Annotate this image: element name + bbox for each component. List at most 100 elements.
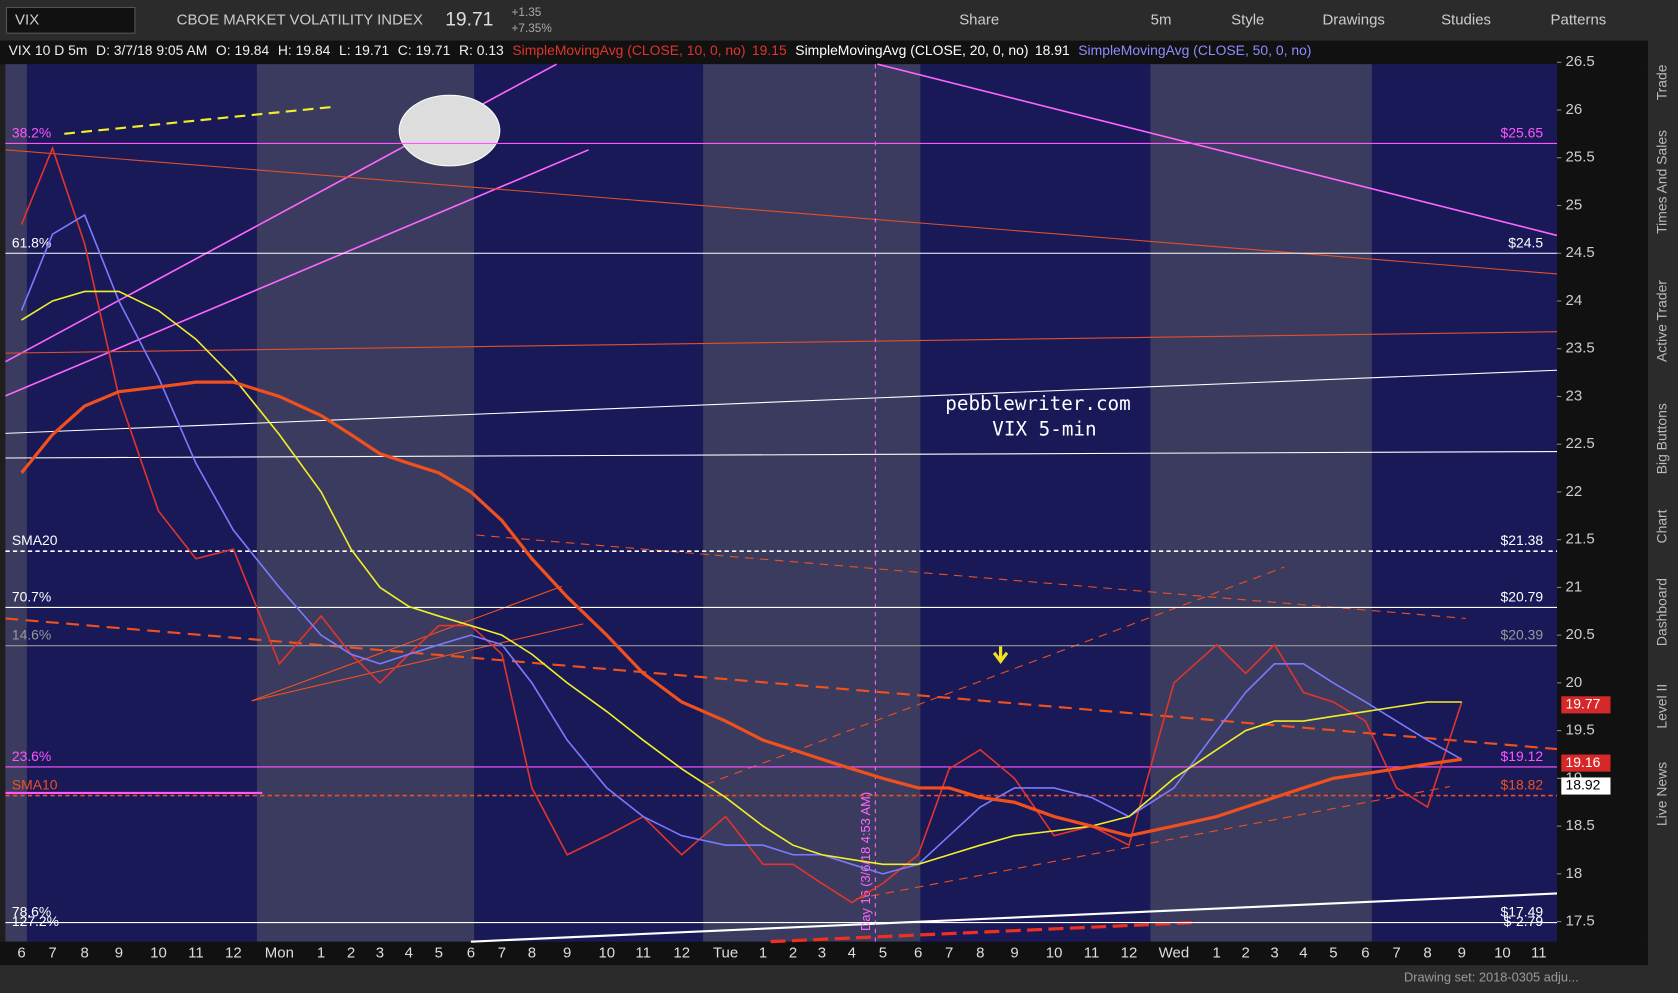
x-tick-label: 1 [1213,944,1221,961]
x-tick-label: 3 [376,944,384,961]
change-pct: +7.35% [512,22,553,35]
annotation: pebblewriter.com [945,392,1130,415]
header-chart: VIX 10 D 5m [9,42,88,58]
y-tick-label: 23 [1566,387,1583,404]
level-name: 70.7% [12,589,51,605]
sessions [5,64,1372,942]
y-tick-label: 22.5 [1566,435,1595,452]
y-tick-label: 22 [1566,483,1583,500]
x-tick-label: 8 [528,944,536,961]
study-value: 18.91 [1035,42,1070,58]
sidebar-tab[interactable]: Active Trader [1654,280,1670,362]
sidebar-tab[interactable]: Level II [1654,684,1670,729]
toolbar-button[interactable]: Drawings [1322,11,1384,28]
header-date: D: 3/7/18 9:05 AM [96,42,207,58]
level-name: 23.6% [12,748,51,764]
study-value: 19.15 [752,42,787,58]
toolbar [0,0,1678,41]
y-tick-label: 21.5 [1566,531,1595,548]
trendlines [5,63,1558,944]
change: +1.35 [512,6,542,19]
x-tick-label: 7 [1392,944,1400,961]
x-tick-label: 2 [789,944,797,961]
x-tick-label: 4 [1299,944,1307,961]
x-axis [0,941,1648,966]
sidebar-tab[interactable]: Trade [1654,64,1670,100]
x-tick-label: 7 [48,944,56,961]
x-tick-label: 7 [498,944,506,961]
level-label: $17.49 [1501,904,1544,920]
price-tag [1561,696,1611,714]
x-tick-label: 4 [848,944,856,961]
x-tick-label: 6 [17,944,25,961]
y-tick-label: 23.5 [1566,340,1595,357]
sidebar-tab[interactable]: Big Buttons [1654,403,1670,474]
y-tick-label: 24 [1566,292,1583,309]
x-tick-label: 10 [1046,944,1063,961]
toolbar-button[interactable]: Patterns [1551,11,1607,28]
sidebar [1647,40,1678,993]
y-tick-label: 18 [1566,865,1583,882]
y-tick-label: 18.5 [1566,817,1595,834]
x-tick-label: Mon [265,944,294,961]
y-tick-label: 19.5 [1566,722,1595,739]
x-tick-label: 9 [1458,944,1466,961]
y-tick-label: 21 [1566,578,1583,595]
y-tick-label: 25 [1566,196,1583,213]
sidebar-tab[interactable]: Chart [1654,509,1670,543]
header-low: L: 19.71 [339,42,390,58]
toolbar-button[interactable]: Studies [1441,11,1491,28]
header [0,40,1648,65]
footer [0,965,1648,993]
level-name: 78.6% [12,904,51,920]
x-tick-label: 10 [1494,944,1511,961]
x-tick-label: 1 [317,944,325,961]
series-line [20,213,1463,875]
sidebar-tab[interactable]: Live News [1654,762,1670,826]
x-tick-label: Wed [1159,944,1190,961]
level-label: $20.79 [1501,589,1544,605]
x-tick-label: Tue [713,944,738,961]
y-tick-label: 20 [1566,674,1583,691]
y-tick-label: 26.5 [1566,53,1595,70]
x-tick-label: 5 [435,944,443,961]
study: SimpleMovingAvg (CLOSE, 50, 0, no) [1078,42,1311,58]
header-close: C: 19.71 [398,42,451,58]
level-label: $-2.79 [1504,913,1544,929]
header-open: O: 19.84 [216,42,270,58]
symbol-box[interactable] [5,6,136,34]
x-tick-label: 2 [347,944,355,961]
x-tick-label: 1 [759,944,767,961]
sidebar-tab[interactable]: Dashboard [1654,578,1670,646]
last: 19.71 [445,9,493,30]
x-tick-label: 12 [1121,944,1138,961]
header-range: R: 0.13 [459,42,504,58]
price-tag-label: 19.77 [1566,696,1601,712]
toolbar-button[interactable]: Share [959,11,999,28]
toolbar-button[interactable]: Style [1231,11,1264,28]
x-tick-label: 3 [1270,944,1278,961]
level-label: $24.5 [1508,234,1543,250]
y-axis [1556,64,1648,942]
x-tick-label: 3 [818,944,826,961]
x-tick-label: 9 [1010,944,1018,961]
x-tick-label: 11 [188,944,204,961]
x-tick-label: 12 [673,944,690,961]
x-tick-label: 6 [914,944,922,961]
level-label: $25.65 [1501,124,1544,140]
x-tick-label: 9 [115,944,123,961]
x-tick-label: 4 [405,944,413,961]
x-tick-label: 8 [80,944,88,961]
toolbar-button[interactable]: 5m [1151,11,1172,28]
description: CBOE MARKET VOLATILITY INDEX [177,11,423,28]
price-tag-label: 18.92 [1566,777,1601,793]
sidebar-tab[interactable]: Times And Sales [1654,130,1670,234]
price-tag-label: 19.16 [1566,754,1601,770]
x-tick-label: 8 [1423,944,1431,961]
x-tick-label: 6 [467,944,475,961]
x-tick-label: 11 [1084,944,1100,961]
symbol: VIX [15,11,39,28]
level-name: 61.8% [12,234,51,250]
x-tick-label: 10 [150,944,167,961]
